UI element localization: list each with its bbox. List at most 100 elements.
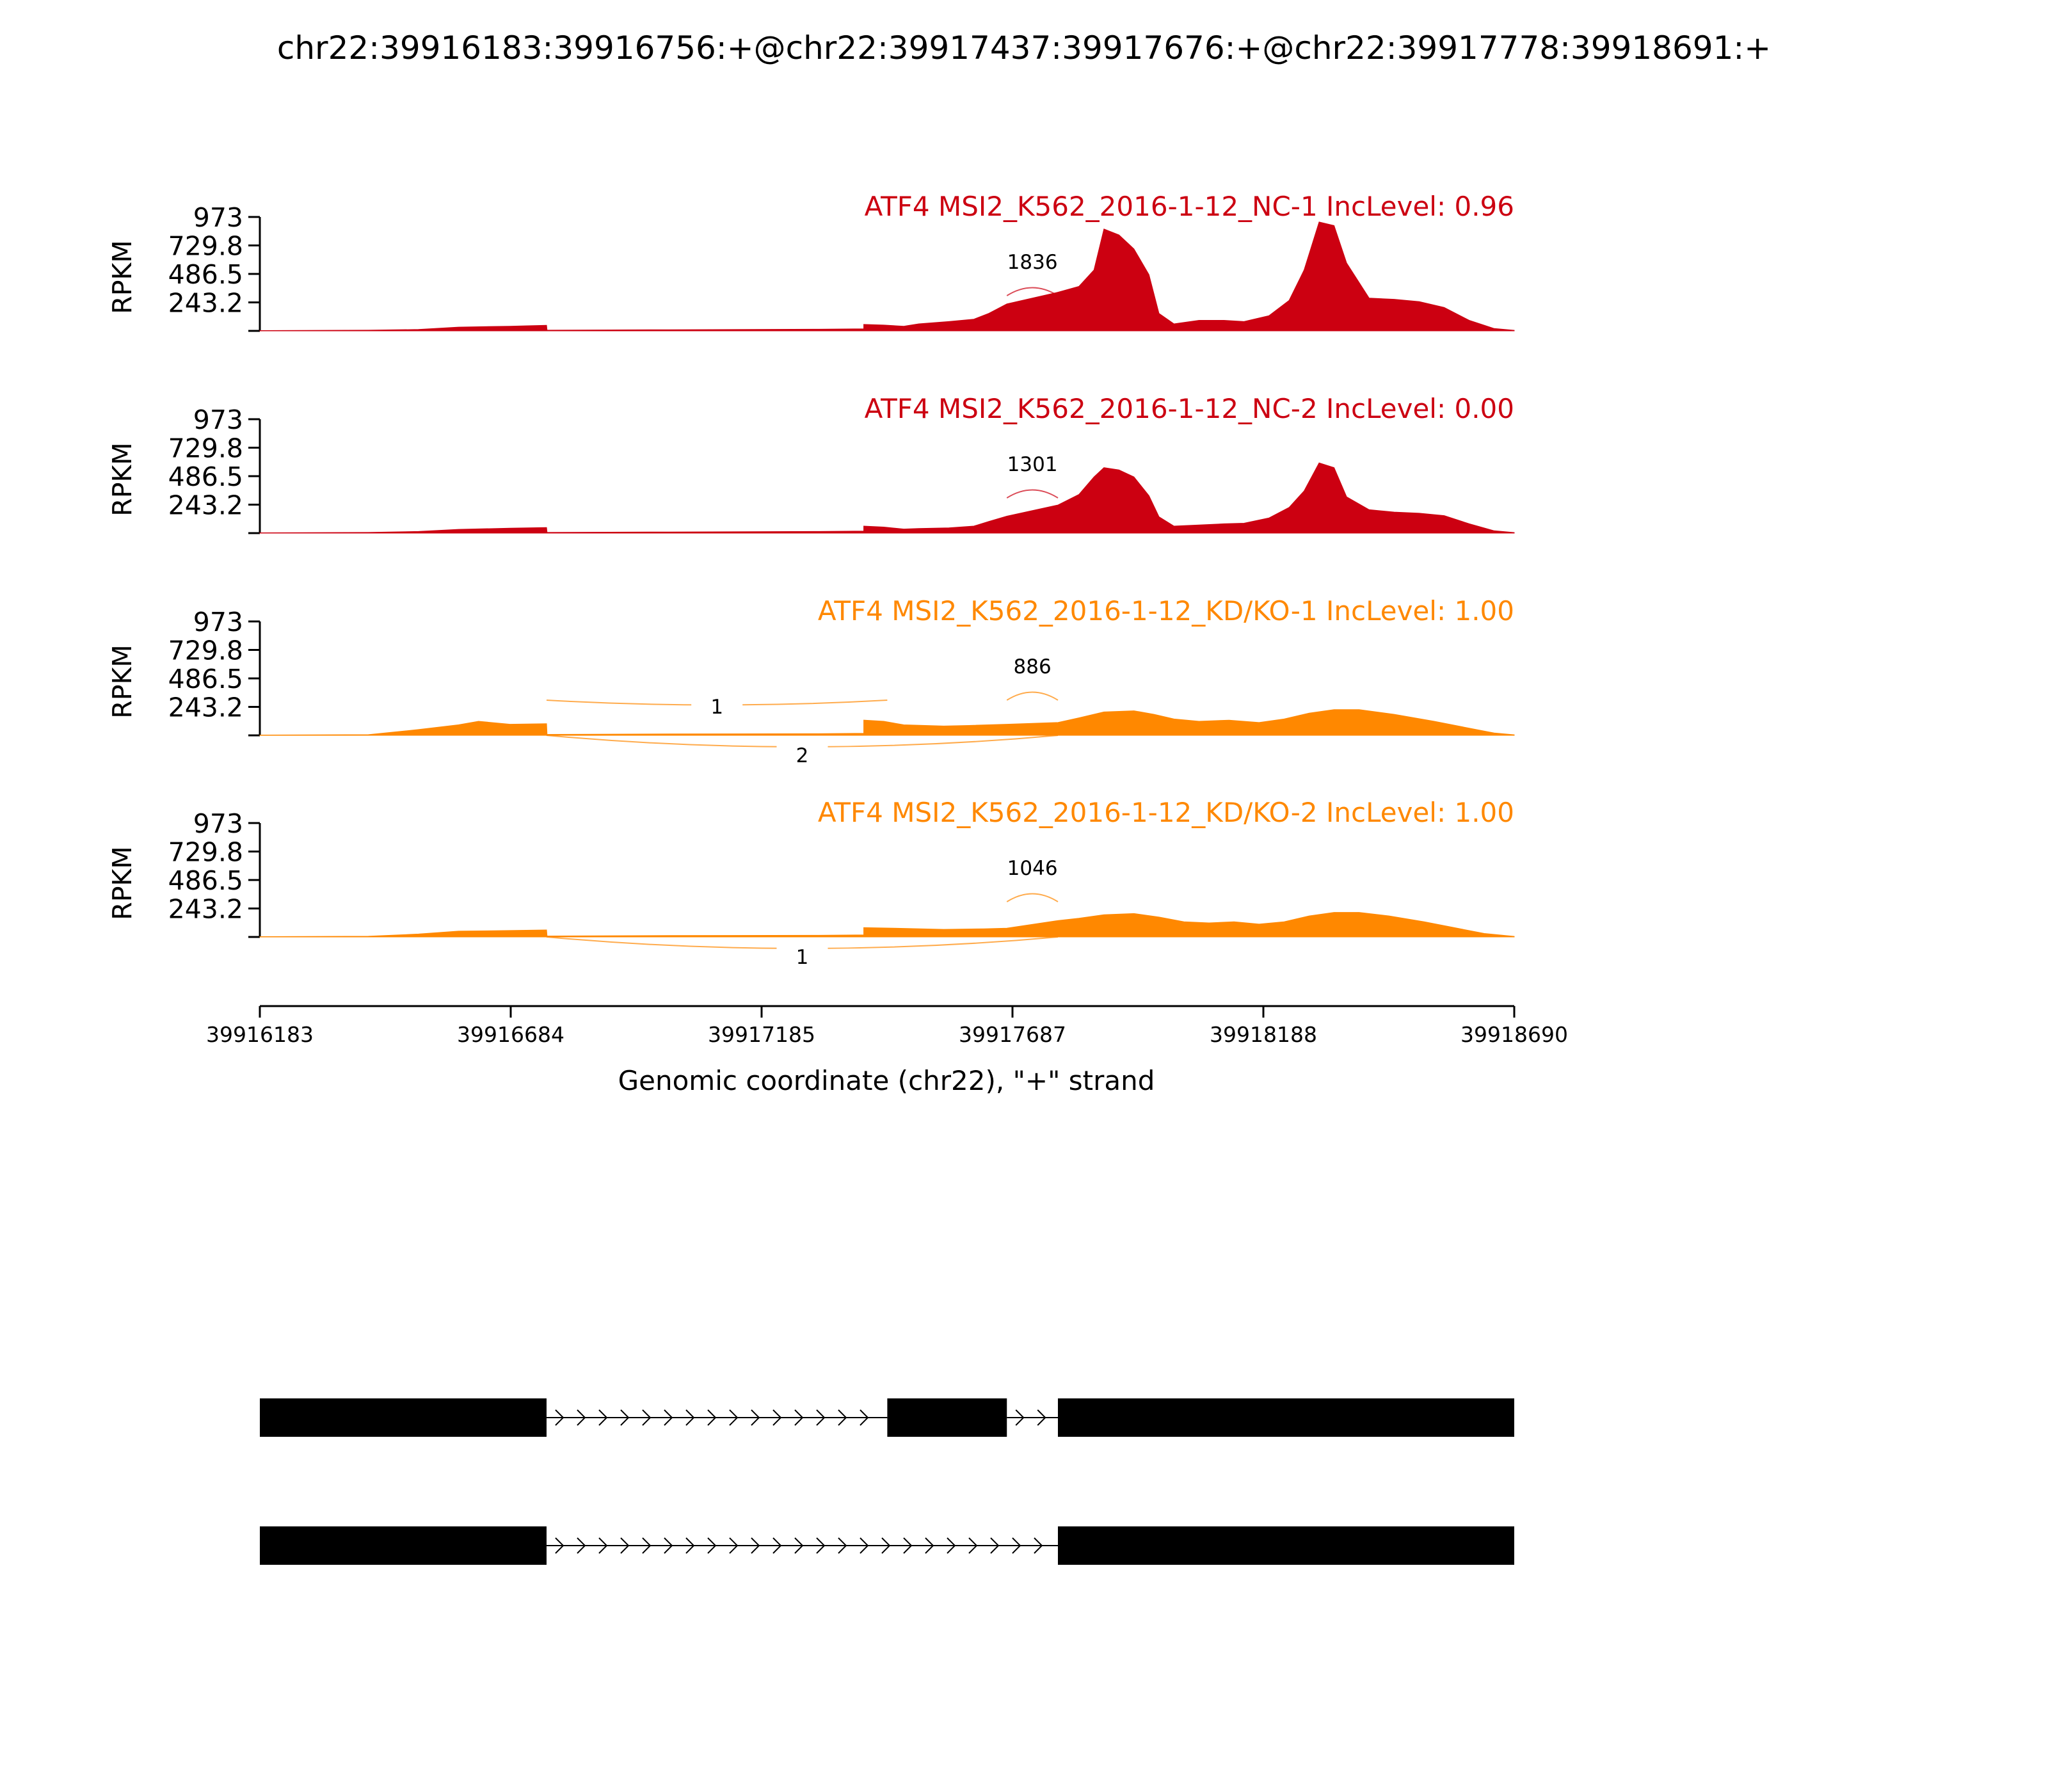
x-axis-label: Genomic coordinate (chr22), "+" strand bbox=[618, 1065, 1155, 1096]
x-axis: 39916183 39916684 39917185 39917687 39918188… bbox=[206, 1005, 1568, 1047]
strand-arrow bbox=[990, 1537, 1000, 1554]
track-label: ATF4 MSI2_K562_2016-1-12_KD/KO-2 IncLeve… bbox=[818, 797, 1514, 828]
coverage-area bbox=[259, 221, 1515, 332]
y-axis-label: RPKM bbox=[107, 846, 138, 920]
coverage-area bbox=[259, 709, 1515, 736]
junction-count: 2 bbox=[796, 744, 809, 767]
strand-arrow bbox=[577, 1537, 586, 1554]
junction-label-bg bbox=[691, 696, 743, 719]
junction-arc bbox=[1006, 893, 1059, 902]
y-tick-label: 973 bbox=[193, 404, 243, 435]
y-tick-label: 243.2 bbox=[168, 288, 243, 319]
y-tick-label: 486.5 bbox=[168, 259, 243, 290]
exon-block bbox=[260, 1526, 547, 1565]
strand-arrow bbox=[577, 1409, 586, 1426]
strand-arrow bbox=[751, 1537, 760, 1554]
junction-count: 886 bbox=[1014, 655, 1052, 678]
strand-arrow bbox=[881, 1537, 891, 1554]
strand-arrow bbox=[1015, 1409, 1025, 1426]
y-tick-label: 973 bbox=[193, 202, 243, 233]
junction-label-bg bbox=[776, 946, 828, 969]
track-label: ATF4 MSI2_K562_2016-1-12_KD/KO-1 IncLeve… bbox=[818, 595, 1514, 627]
coverage-area bbox=[259, 462, 1515, 534]
junction-arc bbox=[1006, 287, 1059, 296]
isoform-1 bbox=[260, 1398, 1514, 1437]
strand-arrow bbox=[903, 1537, 913, 1554]
strand-arrow bbox=[598, 1409, 608, 1426]
junction-arc bbox=[1006, 691, 1059, 701]
track-label: ATF4 MSI2_K562_2016-1-12_NC-1 IncLevel: … bbox=[865, 191, 1514, 222]
strand-arrow bbox=[838, 1409, 847, 1426]
strand-arrow bbox=[642, 1537, 652, 1554]
isoform-2 bbox=[260, 1526, 1514, 1565]
y-tick-label: 486.5 bbox=[168, 865, 243, 896]
y-tick-label: 729.8 bbox=[168, 230, 243, 261]
junction-count: 1 bbox=[710, 696, 723, 719]
junction-label-bg bbox=[1007, 857, 1059, 880]
junction-count: 1046 bbox=[1007, 857, 1058, 880]
strand-arrow bbox=[860, 1409, 869, 1426]
y-tick-label: 973 bbox=[193, 808, 243, 839]
y-axis-label: RPKM bbox=[107, 442, 138, 516]
x-tick-label: 39917687 bbox=[959, 1022, 1066, 1047]
strand-arrow bbox=[598, 1537, 608, 1554]
strand-arrow bbox=[838, 1537, 847, 1554]
strand-arrow bbox=[729, 1537, 739, 1554]
strand-arrow bbox=[555, 1409, 564, 1426]
y-tick-label: 973 bbox=[193, 607, 243, 637]
y-axis-label: RPKM bbox=[107, 240, 138, 314]
exon-block bbox=[1057, 1526, 1514, 1565]
strand-arrow bbox=[1037, 1409, 1046, 1426]
x-tick-label: 39918188 bbox=[1210, 1022, 1317, 1047]
junction-arc bbox=[1006, 489, 1059, 499]
y-tick-label: 486.5 bbox=[168, 664, 243, 694]
strand-arrow bbox=[642, 1409, 652, 1426]
strand-arrow bbox=[664, 1537, 673, 1554]
strand-arrow bbox=[555, 1537, 564, 1554]
junction-label-bg bbox=[1007, 453, 1059, 476]
strand-arrow bbox=[1034, 1537, 1043, 1554]
strand-arrow bbox=[707, 1409, 717, 1426]
x-tick-label: 39916684 bbox=[457, 1022, 564, 1047]
strand-arrow bbox=[729, 1409, 739, 1426]
x-tick-label: 39916183 bbox=[206, 1022, 314, 1047]
junction-count: 1836 bbox=[1007, 251, 1058, 274]
exon-block bbox=[1057, 1398, 1514, 1437]
strand-arrow bbox=[968, 1537, 978, 1554]
y-tick-label: 729.8 bbox=[168, 433, 243, 463]
y-tick-label: 729.8 bbox=[168, 635, 243, 666]
junction-label-bg bbox=[1007, 251, 1059, 274]
strand-arrow bbox=[794, 1409, 804, 1426]
exon-block bbox=[260, 1398, 547, 1437]
strand-arrow bbox=[751, 1409, 760, 1426]
y-axis-label: RPKM bbox=[107, 644, 138, 718]
x-tick-label: 39918690 bbox=[1460, 1022, 1568, 1047]
strand-arrow bbox=[707, 1537, 717, 1554]
y-tick-label: 486.5 bbox=[168, 461, 243, 492]
strand-arrow bbox=[620, 1537, 630, 1554]
y-tick-label: 729.8 bbox=[168, 836, 243, 867]
strand-arrow bbox=[925, 1537, 934, 1554]
junction-label-bg bbox=[776, 744, 828, 767]
exon-block bbox=[887, 1398, 1007, 1437]
strand-arrow bbox=[772, 1409, 782, 1426]
strand-arrow bbox=[1012, 1537, 1021, 1554]
strand-arrow bbox=[816, 1409, 826, 1426]
figure-title: chr22:39916183:39916756:+@chr22:39917437… bbox=[277, 29, 1771, 67]
y-tick-label: 243.2 bbox=[168, 692, 243, 723]
strand-arrow bbox=[772, 1537, 782, 1554]
junction-count: 1301 bbox=[1007, 453, 1058, 476]
junction-count: 1 bbox=[796, 946, 809, 969]
isoform-models bbox=[260, 1398, 1514, 1565]
strand-arrow bbox=[794, 1537, 804, 1554]
y-tick-label: 243.2 bbox=[168, 894, 243, 925]
strand-arrow bbox=[860, 1537, 869, 1554]
x-tick-label: 39917185 bbox=[708, 1022, 815, 1047]
coverage-area bbox=[259, 912, 1515, 938]
